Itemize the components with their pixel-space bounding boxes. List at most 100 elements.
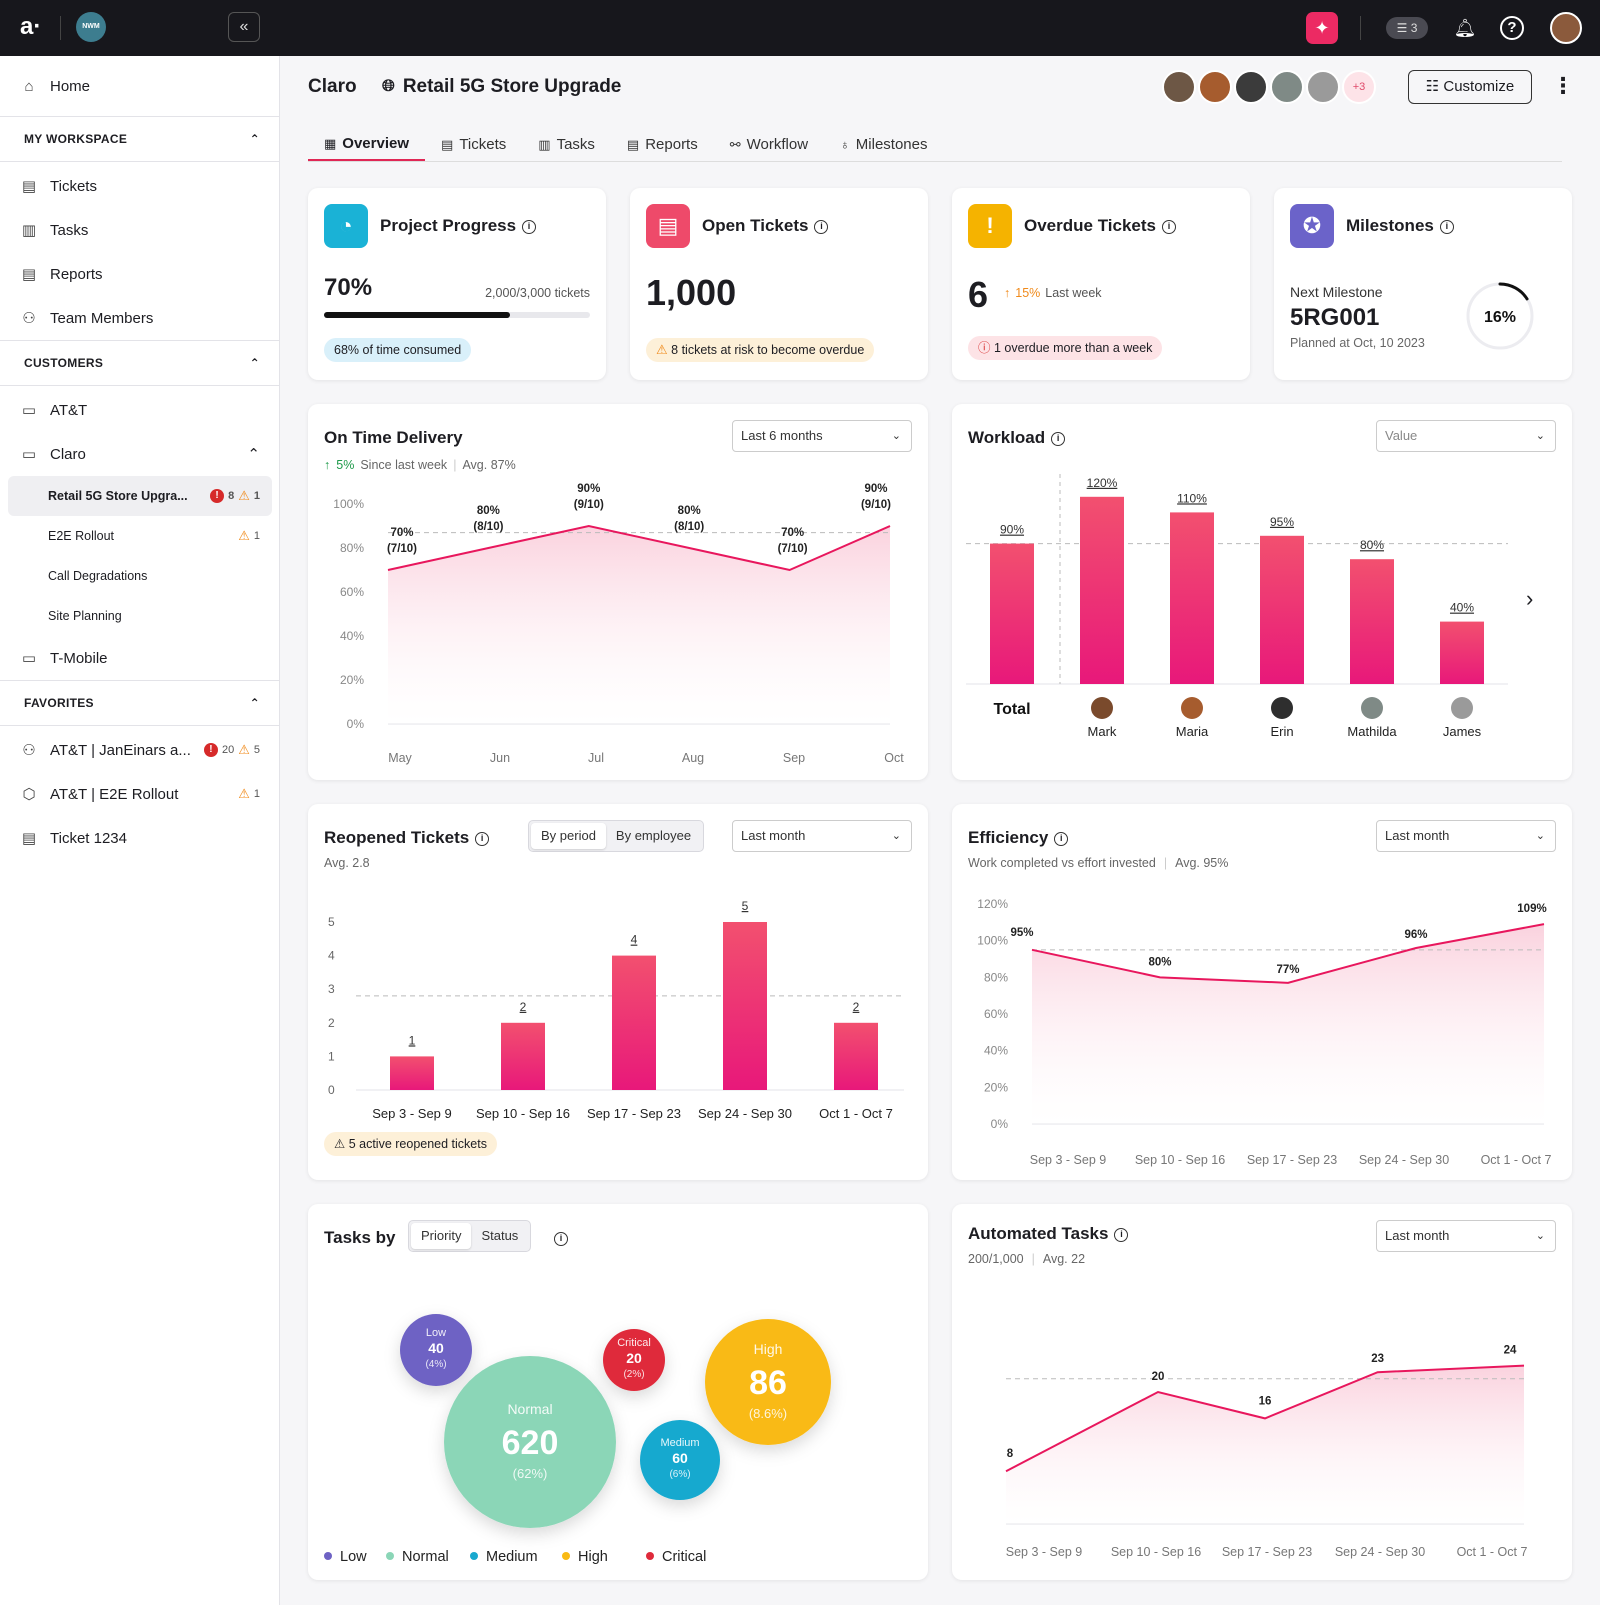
milestone-ring: 16%	[1466, 282, 1534, 350]
member-avatars[interactable]: +3	[1162, 70, 1376, 104]
tab-workflow[interactable]: ⚯ Workflow	[714, 128, 824, 161]
bar-label-total: 90%	[1000, 523, 1024, 537]
sidebar-item-team-members[interactable]: ⚇ Team Members	[0, 296, 280, 340]
efficiency-period-select[interactable]: Last month ⌄	[1376, 820, 1556, 852]
kpi-open-tickets[interactable]: ▤ Open Tickets i 1,000 ⚠ 8 tickets at ris…	[630, 188, 928, 380]
section-my-workspace[interactable]: MY WORKSPACE ⌃	[0, 116, 280, 162]
tab-bar: ▦ Overview ▤ Tickets ▥ Tasks ▤ Reports ⚯ Work…	[308, 128, 1562, 162]
sidebar-item-reports[interactable]: ▤ Reports	[0, 252, 280, 296]
info-glyph: i	[554, 1231, 568, 1246]
folder-icon: ▭	[21, 650, 37, 667]
info-icon[interactable]: i	[522, 219, 537, 234]
sidebar-fav-ticket-1234[interactable]: ▤ Ticket 1234	[0, 816, 280, 860]
sidebar-item-home[interactable]: ⌂ Home	[0, 64, 280, 108]
task-queue-button[interactable]: ☰ 3	[1386, 17, 1428, 39]
data-label: 109%	[1517, 903, 1546, 915]
sidebar-item-tickets[interactable]: ▤ Tickets	[0, 164, 280, 208]
app-logo[interactable]: a·	[20, 13, 42, 40]
tab-overview[interactable]: ▦ Overview	[308, 128, 426, 161]
user-avatar[interactable]	[1550, 12, 1582, 44]
help-icon[interactable]: ?	[1500, 16, 1524, 40]
member-avatar	[1181, 697, 1203, 719]
bar-reopened	[501, 1022, 545, 1090]
sidebar-project-call-degradations[interactable]: Call Degradations	[8, 556, 272, 596]
collapse-sidebar-button[interactable]: «	[228, 12, 260, 42]
info-icon[interactable]: i	[1051, 431, 1066, 446]
sidebar-project-e2e-rollout[interactable]: E2E Rollout ⚠ 1	[8, 516, 272, 556]
breadcrumb-project[interactable]: 🌐︎ Retail 5G Store Upgrade	[382, 76, 621, 98]
warning-icon: ⚠	[334, 1137, 346, 1151]
info-icon[interactable]: i	[1439, 219, 1454, 234]
sidebar-item-tmobile[interactable]: ▭ T-Mobile	[0, 636, 280, 680]
bell-icon[interactable]: 🔔︎	[1453, 18, 1477, 38]
tasks-by-card: Tasks by Priority Status i Low 40 (4%) Norma…	[308, 1204, 928, 1580]
automated-subtitle: 200/1,000 | Avg. 22	[968, 1252, 1085, 1266]
info-icon[interactable]: i	[1114, 1227, 1129, 1242]
status-button[interactable]: Status	[481, 1228, 519, 1243]
tab-label: Milestones	[855, 135, 928, 153]
tab-reports[interactable]: ▤ Reports	[611, 128, 714, 161]
sidebar-item-claro[interactable]: ▭ Claro ⌃	[0, 432, 280, 476]
breadcrumb-customer[interactable]: Claro	[308, 76, 357, 97]
kpi-overdue-tickets[interactable]: ! Overdue Tickets i 6 ↑ 15% Last week ⓘ 1 o…	[952, 188, 1250, 380]
bubble-label: Normal	[507, 1401, 552, 1417]
bubble-critical	[603, 1329, 665, 1391]
y-tick-label: 40%	[984, 1044, 1008, 1058]
sidebar-item-tasks[interactable]: ▥ Tasks	[0, 208, 280, 252]
bar-reopened	[612, 955, 656, 1090]
count-label: 200/1,000	[968, 1252, 1024, 1266]
kpi-milestones[interactable]: ✪ Milestones i Next Milestone 5RG001 Plan…	[1274, 188, 1572, 380]
bubble-value: 86	[749, 1364, 787, 1402]
risk-pill-text: 8 tickets at risk to become overdue	[671, 343, 865, 357]
org-logo-icon[interactable]: NWM	[76, 12, 106, 42]
sidebar-project-retail-5g[interactable]: Retail 5G Store Upgra... ! 8 ⚠ 1	[8, 476, 272, 516]
bar-total	[990, 543, 1034, 684]
users-icon: ⚇	[22, 310, 36, 327]
sidebar-project-site-planning[interactable]: Site Planning	[8, 596, 272, 636]
info-icon[interactable]: i	[814, 219, 829, 234]
y-tick-label: 0%	[991, 1117, 1009, 1131]
total-label: Total	[993, 701, 1030, 718]
otd-period-select[interactable]: Last 6 months ⌄	[732, 420, 912, 452]
bar-label: 110%	[1177, 491, 1207, 505]
bar-label: 80%	[1360, 538, 1384, 552]
info-icon[interactable]: i	[1161, 219, 1176, 234]
ticket-icon: ▤	[21, 830, 37, 847]
info-icon[interactable]: i	[1054, 831, 1069, 846]
workload-value-select[interactable]: Value ⌄	[1376, 420, 1556, 452]
y-tick-label: 20%	[340, 673, 364, 687]
bar-label: 95%	[1270, 515, 1294, 529]
info-icon[interactable]: i	[475, 831, 490, 846]
x-tick-label: Sep 10 - Sep 16	[476, 1106, 570, 1121]
bar-mark	[1080, 496, 1124, 684]
sidebar-fav-att-janeinars[interactable]: ⚇ AT&T | JanEinars a... ! 20 ⚠ 5	[0, 728, 280, 772]
award-icon: ✪	[1290, 204, 1334, 248]
tab-milestones[interactable]: ♁ Milestones	[824, 128, 943, 161]
bar-label: 40%	[1450, 601, 1474, 615]
on-time-delivery-card: On Time Delivery ↑ 5% Since last week | Avg.…	[308, 404, 928, 780]
by-employee-button[interactable]: By employee	[615, 828, 692, 843]
sidebar-fav-att-e2e[interactable]: ⬡ AT&T | E2E Rollout ⚠ 1	[0, 772, 280, 816]
alert-icon: !	[968, 204, 1012, 248]
priority-button[interactable]: Priority	[411, 1223, 472, 1249]
reopened-period-select[interactable]: Last month ⌄	[732, 820, 912, 852]
chevron-right-icon[interactable]: ›	[1526, 586, 1534, 611]
section-favorites[interactable]: FAVORITES ⌃	[0, 680, 280, 726]
more-options-icon[interactable]: ⋮	[1552, 73, 1574, 98]
tab-tickets[interactable]: ▤ Tickets	[425, 128, 522, 161]
by-period-button[interactable]: By period	[531, 823, 606, 849]
ai-sparkle-button[interactable]: ✦	[1306, 12, 1338, 44]
kpi-project-progress[interactable]: ◔ Project Progress i 70% 2,000/3,000 tick…	[308, 188, 606, 380]
customize-button[interactable]: ☷ Customize	[1408, 70, 1532, 104]
x-tick-label: Jun	[490, 751, 510, 765]
data-sublabel: (9/10)	[861, 499, 891, 511]
x-tick-label: Oct 1 - Oct 7	[819, 1106, 893, 1121]
section-customers[interactable]: CUSTOMERS ⌃	[0, 340, 280, 386]
automated-period-select[interactable]: Last month ⌄	[1376, 1220, 1556, 1252]
tab-tasks[interactable]: ▥ Tasks	[522, 128, 611, 161]
info-icon[interactable]: i	[548, 1230, 568, 1248]
kpi-value: 70%	[324, 274, 373, 301]
group-icon: ⚇	[22, 742, 36, 759]
sidebar-item-att[interactable]: ▭ AT&T	[0, 388, 280, 432]
card-title-text: Reopened Tickets	[324, 828, 470, 847]
